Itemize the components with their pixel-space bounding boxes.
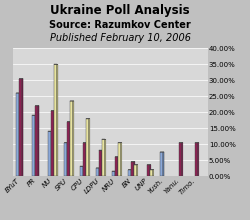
Polygon shape [134, 165, 137, 176]
Polygon shape [134, 161, 135, 176]
Polygon shape [54, 64, 57, 176]
Polygon shape [67, 122, 70, 176]
Polygon shape [179, 143, 182, 176]
Polygon shape [83, 166, 84, 176]
Polygon shape [118, 157, 119, 176]
Polygon shape [150, 170, 153, 176]
Polygon shape [80, 166, 83, 176]
Polygon shape [147, 165, 150, 176]
Polygon shape [195, 143, 198, 176]
Polygon shape [160, 152, 163, 176]
Polygon shape [64, 143, 67, 176]
Polygon shape [112, 171, 115, 176]
Polygon shape [102, 150, 103, 176]
Text: Source: Razumkov Center: Source: Razumkov Center [49, 20, 191, 30]
Polygon shape [128, 170, 131, 176]
Polygon shape [67, 142, 68, 176]
Polygon shape [150, 165, 151, 176]
Polygon shape [115, 171, 116, 176]
Polygon shape [32, 115, 35, 176]
Polygon shape [99, 150, 102, 176]
Polygon shape [118, 143, 121, 176]
Polygon shape [48, 131, 51, 176]
Polygon shape [54, 110, 55, 176]
Text: Ukraine Poll Analysis: Ukraine Poll Analysis [50, 4, 190, 17]
Polygon shape [70, 101, 73, 176]
Polygon shape [99, 168, 100, 176]
Polygon shape [86, 119, 89, 176]
Polygon shape [105, 139, 106, 176]
Polygon shape [115, 157, 118, 176]
Polygon shape [16, 93, 19, 176]
Polygon shape [131, 162, 134, 176]
Polygon shape [102, 139, 105, 176]
Polygon shape [35, 115, 36, 176]
Polygon shape [22, 79, 23, 176]
Text: Published February 10, 2006: Published February 10, 2006 [50, 33, 190, 43]
Polygon shape [57, 64, 58, 176]
Polygon shape [89, 119, 90, 176]
Polygon shape [182, 142, 183, 176]
Polygon shape [35, 106, 38, 176]
Polygon shape [153, 170, 154, 176]
Polygon shape [38, 106, 39, 176]
Polygon shape [73, 101, 74, 176]
Polygon shape [137, 165, 138, 176]
Polygon shape [121, 142, 122, 176]
Polygon shape [86, 142, 87, 176]
Polygon shape [131, 170, 132, 176]
Polygon shape [51, 131, 52, 176]
Polygon shape [70, 122, 71, 176]
Polygon shape [198, 142, 199, 176]
Polygon shape [19, 93, 20, 176]
Polygon shape [19, 79, 22, 176]
Polygon shape [83, 143, 86, 176]
Polygon shape [163, 152, 164, 176]
Polygon shape [96, 168, 99, 176]
Polygon shape [51, 111, 54, 176]
